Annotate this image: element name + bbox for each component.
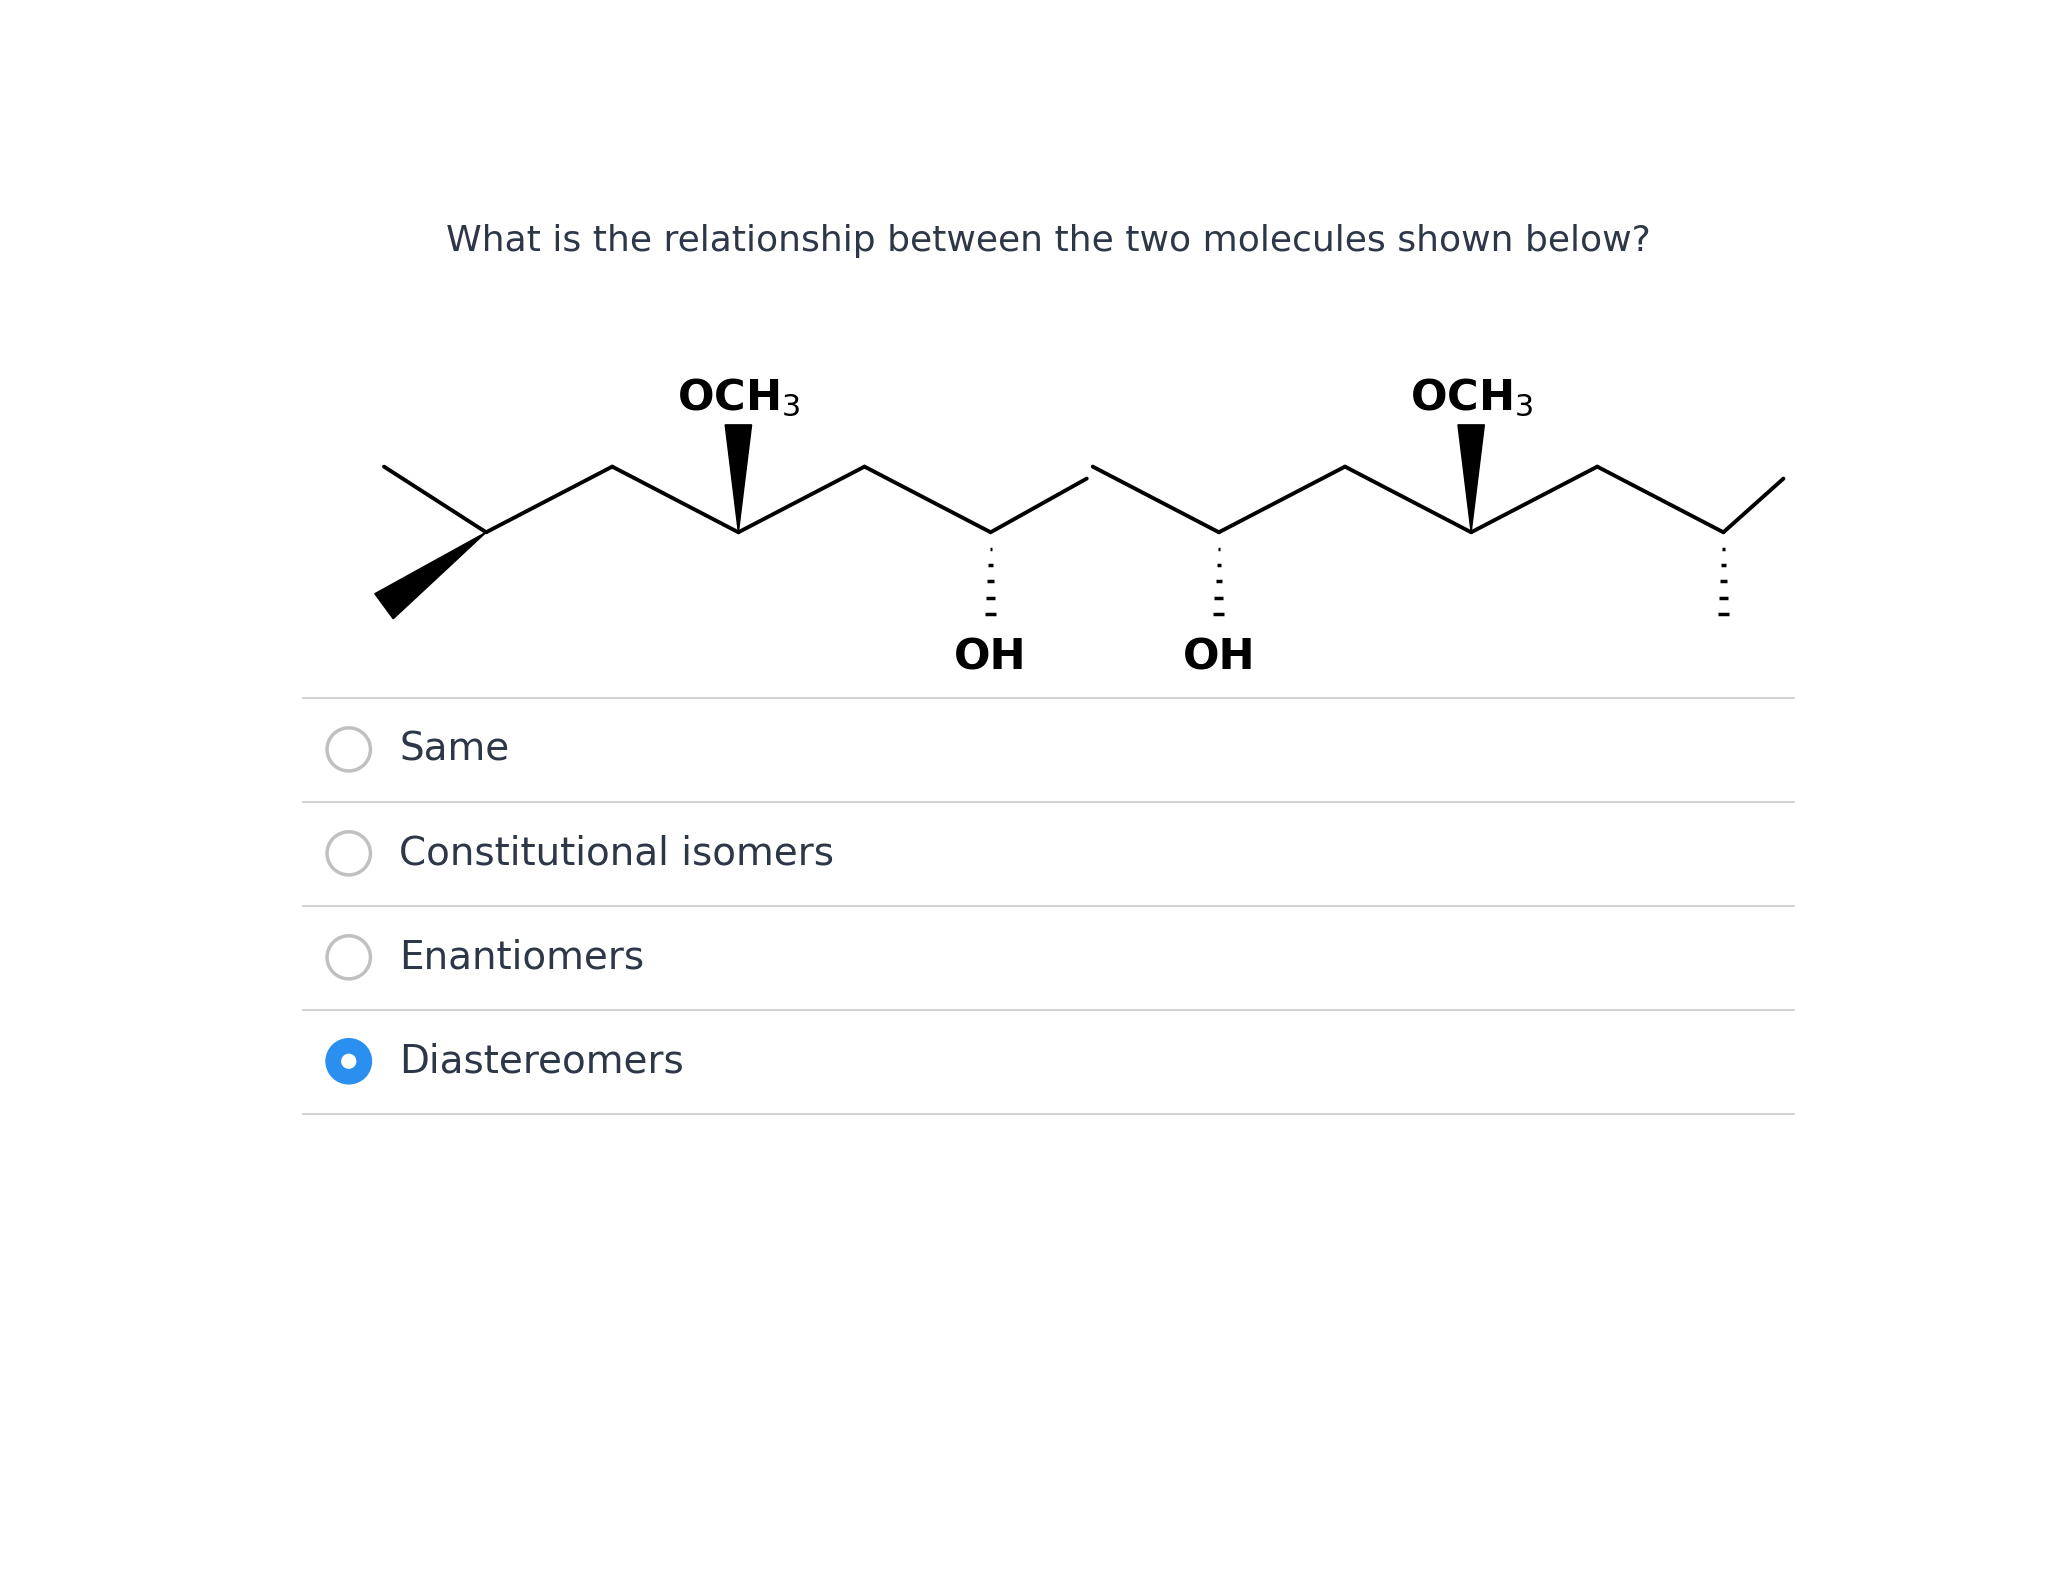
Circle shape — [327, 1040, 370, 1083]
Text: OCH$_3$: OCH$_3$ — [1410, 376, 1532, 419]
Text: OH: OH — [953, 636, 1027, 679]
Polygon shape — [374, 532, 487, 618]
Text: Constitutional isomers: Constitutional isomers — [399, 835, 835, 873]
Polygon shape — [724, 425, 751, 532]
Text: OCH$_3$: OCH$_3$ — [677, 376, 800, 419]
Polygon shape — [1459, 425, 1483, 532]
Circle shape — [327, 728, 370, 771]
Text: Enantiomers: Enantiomers — [399, 938, 644, 977]
Circle shape — [327, 935, 370, 978]
Text: OH: OH — [1183, 636, 1254, 679]
Text: What is the relationship between the two molecules shown below?: What is the relationship between the two… — [446, 225, 1651, 258]
Text: Same: Same — [399, 731, 509, 768]
Text: Diastereomers: Diastereomers — [399, 1042, 683, 1080]
Circle shape — [342, 1055, 356, 1069]
Circle shape — [327, 832, 370, 875]
